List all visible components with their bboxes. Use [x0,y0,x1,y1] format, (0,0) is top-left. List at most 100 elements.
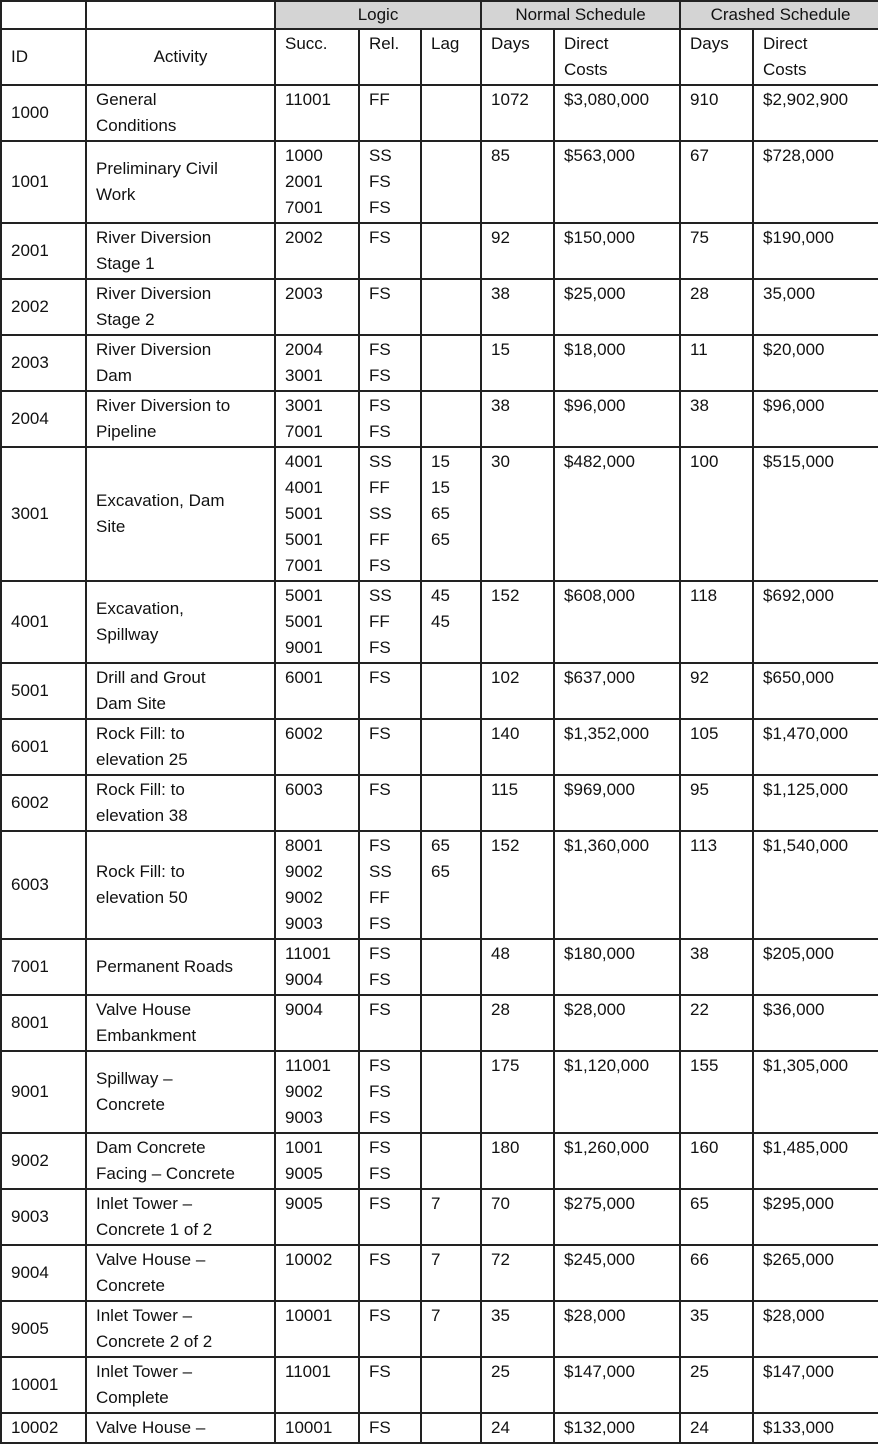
activity-name-line: Spillway [96,625,159,644]
activity-name-line: Excavation, Dam [96,491,225,510]
crashed-days: 75 [679,222,755,280]
crashed-days: 11 [679,334,755,392]
activity-name-line: River Diversion [96,340,212,359]
successors: 11001 9004 [274,938,360,996]
normal-direct-costs: $275,000 [553,1188,682,1246]
relationship: FS [369,638,391,657]
activity-id: 6001 [0,718,87,776]
crashed-direct-costs: $295,000 [752,1188,878,1246]
lags [419,718,483,776]
table-row: 1001 Preliminary Civil Work 1000 2001 7001 SS F… [0,140,878,224]
activity-name-line: Preliminary Civil [96,159,218,178]
crashed-direct-costs: $1,305,000 [752,1050,878,1134]
table-row: 9001 Spillway – Concrete 11001 9002 9003 FS FS F… [0,1050,878,1134]
header-blank-id [0,0,87,30]
normal-days: 24 [480,1412,556,1444]
relationships: FS FS [358,938,422,996]
successors: 1001 9005 [274,1132,360,1190]
header-normal-days: Days [480,28,556,86]
normal-direct-costs: $25,000 [553,278,682,336]
successor: 9005 [285,1194,323,1213]
crashed-direct-costs: $1,485,000 [752,1132,878,1190]
activity-name-line: Concrete [96,1095,165,1114]
successor: 9005 [285,1164,323,1183]
crashed-direct-costs: 35,000 [752,278,878,336]
crashed-direct-costs: $1,470,000 [752,718,878,776]
normal-days: 115 [480,774,556,832]
relationships: SS FS FS [358,140,422,224]
relationship: FS [369,836,391,855]
lag: 15 [431,478,450,497]
normal-direct-costs: $1,260,000 [553,1132,682,1190]
crashed-days: 35 [679,1300,755,1358]
normal-days: 180 [480,1132,556,1190]
relationship: SS [369,452,392,471]
table-row: 6003 Rock Fill: to elevation 50 8001 9002 900… [0,830,878,940]
activity-name-line: Valve House – [96,1250,206,1269]
activity-name-line: Site [96,517,126,536]
successors: 11001 [274,1356,360,1414]
normal-days: 140 [480,718,556,776]
successor: 3001 [285,366,323,385]
lags [419,938,483,996]
successor: 7001 [285,556,323,575]
crashed-direct-costs: $20,000 [752,334,878,392]
header-rel: Rel. [358,28,422,86]
crashed-direct-costs: $1,540,000 [752,830,878,940]
normal-direct-costs: $28,000 [553,1300,682,1358]
activity-name-line: Excavation, [96,599,184,618]
lag: 65 [431,836,450,855]
crashed-direct-costs: $2,902,900 [752,84,878,142]
activity-name-line: Rock Fill: to [96,862,185,881]
activity-id: 2001 [0,222,87,280]
normal-days: 70 [480,1188,556,1246]
normal-days: 35 [480,1300,556,1358]
activity-id: 10001 [0,1356,87,1414]
lags [419,222,483,280]
relationship: FS [369,1362,391,1381]
successors: 2002 [274,222,360,280]
relationship: SS [369,586,392,605]
successors: 5001 5001 9001 [274,580,360,664]
header-id: ID [0,28,87,86]
crashed-days: 160 [679,1132,755,1190]
table-row: 9002 Dam Concrete Facing – Concrete 1001 900… [0,1132,878,1190]
lags: 65 65 [419,830,483,940]
relationships: FS FS [358,334,422,392]
table-row: 1000 General Conditions 11001 FF 1072 $3,080,0… [0,84,878,142]
normal-direct-costs: $3,080,000 [553,84,682,142]
normal-direct-costs: $147,000 [553,1356,682,1414]
activity-name-line: Rock Fill: to [96,780,185,799]
activity-name-line: Spillway – [96,1069,173,1088]
activity-id: 5001 [0,662,87,720]
lags [419,390,483,448]
table-row: 2003 River Diversion Dam 2004 3001 FS FS 15 $18,… [0,334,878,392]
relationship: FS [369,1418,391,1437]
crashed-days: 910 [679,84,755,142]
successor: 4001 [285,452,323,471]
table-row: 6002 Rock Fill: to elevation 38 6003 FS 115 $9… [0,774,878,832]
relationship: FS [369,668,391,687]
table-row: 7001 Permanent Roads 11001 9004 FS FS 48 $180,0… [0,938,878,996]
header-activity: Activity [85,28,276,86]
relationships: FS [358,994,422,1052]
relationships: FS [358,1412,422,1444]
activity-name: Dam Concrete Facing – Concrete [85,1132,276,1190]
normal-direct-costs: $563,000 [553,140,682,224]
activity-name-line: River Diversion [96,228,212,247]
relationships: FF [358,84,422,142]
normal-days: 1072 [480,84,556,142]
table-row: 8001 Valve House Embankment 9004 FS 28 $28,000… [0,994,878,1052]
successors: 2003 [274,278,360,336]
normal-direct-costs: $608,000 [553,580,682,664]
activity-name: Inlet Tower – Concrete 2 of 2 [85,1300,276,1358]
crashed-days: 65 [679,1188,755,1246]
activity-name-line: River Diversion [96,284,212,303]
normal-direct-costs: $150,000 [553,222,682,280]
relationships: FS [358,662,422,720]
successor: 6001 [285,668,323,687]
successors: 9005 [274,1188,360,1246]
normal-days: 72 [480,1244,556,1302]
normal-days: 30 [480,446,556,582]
relationship: FS [369,1056,391,1075]
